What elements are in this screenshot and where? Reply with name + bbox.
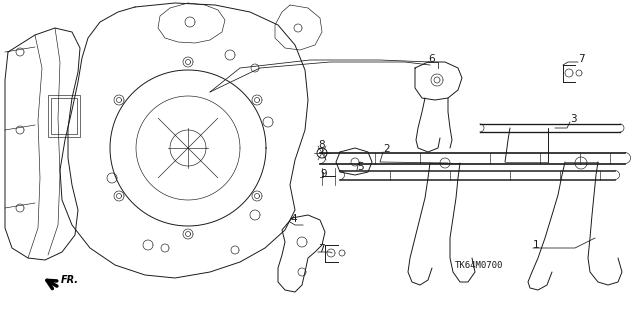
Text: 3: 3 [570,114,577,124]
Text: 9: 9 [320,169,326,179]
Text: 7: 7 [578,54,584,64]
Text: 6: 6 [428,54,435,64]
Text: FR.: FR. [61,275,79,285]
Text: 4: 4 [290,214,296,224]
Text: TK64M0700: TK64M0700 [455,261,504,270]
Text: 5: 5 [357,162,364,172]
Text: 7: 7 [318,244,324,254]
Bar [48,95,80,137]
Text: 8: 8 [318,140,324,150]
Text: 1: 1 [533,240,540,250]
Bar [51,98,77,134]
Text: 2: 2 [383,144,390,154]
